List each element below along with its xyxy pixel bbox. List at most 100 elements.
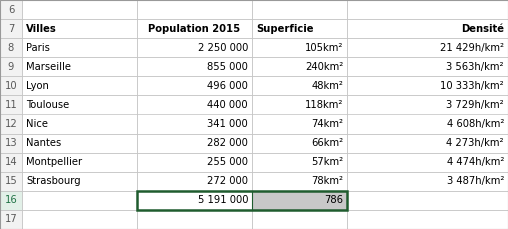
Text: 17: 17 xyxy=(5,214,17,224)
Bar xyxy=(22,95,137,114)
Text: 4 474h/km²: 4 474h/km² xyxy=(447,157,504,167)
Bar xyxy=(22,19,137,38)
Bar xyxy=(252,57,347,76)
Text: 341 000: 341 000 xyxy=(207,119,248,129)
Bar xyxy=(252,114,347,134)
Bar xyxy=(0,210,22,229)
Bar xyxy=(22,210,137,229)
Text: 66km²: 66km² xyxy=(311,138,343,148)
Bar xyxy=(137,114,252,134)
Text: 15: 15 xyxy=(5,176,17,186)
Bar xyxy=(252,76,347,95)
Text: 440 000: 440 000 xyxy=(207,100,248,110)
Text: 74km²: 74km² xyxy=(311,119,343,129)
Bar xyxy=(252,95,347,114)
Text: 282 000: 282 000 xyxy=(207,138,248,148)
Text: 12: 12 xyxy=(5,119,17,129)
Bar xyxy=(137,191,347,210)
Bar xyxy=(0,76,22,95)
Text: 78km²: 78km² xyxy=(311,176,343,186)
Text: 7: 7 xyxy=(8,24,14,34)
Bar xyxy=(347,210,508,229)
Bar xyxy=(252,172,347,191)
Text: 4 608h/km²: 4 608h/km² xyxy=(447,119,504,129)
Text: 786: 786 xyxy=(324,195,343,205)
Bar xyxy=(252,0,347,19)
Bar xyxy=(137,19,252,38)
Bar xyxy=(22,191,137,210)
Bar xyxy=(137,95,252,114)
Text: Montpellier: Montpellier xyxy=(26,157,82,167)
Bar xyxy=(347,114,508,134)
Text: Lyon: Lyon xyxy=(26,81,49,91)
Bar xyxy=(22,57,137,76)
Text: 14: 14 xyxy=(5,157,17,167)
Text: 57km²: 57km² xyxy=(311,157,343,167)
Bar xyxy=(347,153,508,172)
Text: 16: 16 xyxy=(5,195,17,205)
Bar xyxy=(252,191,347,210)
Text: Superficie: Superficie xyxy=(256,24,313,34)
Text: 240km²: 240km² xyxy=(305,62,343,72)
Text: 3 563h/km²: 3 563h/km² xyxy=(447,62,504,72)
Text: 8: 8 xyxy=(8,43,14,53)
Text: 2 250 000: 2 250 000 xyxy=(198,43,248,53)
Bar xyxy=(252,134,347,153)
Text: 3 729h/km²: 3 729h/km² xyxy=(447,100,504,110)
Bar xyxy=(137,134,252,153)
Text: 9: 9 xyxy=(8,62,14,72)
Bar xyxy=(137,191,252,210)
Bar xyxy=(252,38,347,57)
Text: Nantes: Nantes xyxy=(26,138,61,148)
Bar xyxy=(137,0,252,19)
Bar xyxy=(347,95,508,114)
Text: 496 000: 496 000 xyxy=(207,81,248,91)
Text: 6: 6 xyxy=(8,5,14,15)
Bar xyxy=(0,38,22,57)
Bar xyxy=(252,210,347,229)
Bar xyxy=(137,76,252,95)
Text: 21 429h/km²: 21 429h/km² xyxy=(440,43,504,53)
Bar xyxy=(252,191,347,210)
Bar xyxy=(22,0,137,19)
Bar xyxy=(0,57,22,76)
Bar xyxy=(252,153,347,172)
Bar xyxy=(347,134,508,153)
Bar xyxy=(347,19,508,38)
Text: 855 000: 855 000 xyxy=(207,62,248,72)
Bar xyxy=(137,38,252,57)
Bar xyxy=(137,172,252,191)
Text: 11: 11 xyxy=(5,100,17,110)
Text: Toulouse: Toulouse xyxy=(26,100,69,110)
Bar xyxy=(0,19,22,38)
Text: 3 487h/km²: 3 487h/km² xyxy=(447,176,504,186)
Text: 255 000: 255 000 xyxy=(207,157,248,167)
Bar xyxy=(0,172,22,191)
Text: 272 000: 272 000 xyxy=(207,176,248,186)
Bar xyxy=(0,114,22,134)
Bar xyxy=(0,95,22,114)
Bar xyxy=(252,19,347,38)
Bar xyxy=(137,57,252,76)
Text: Paris: Paris xyxy=(26,43,50,53)
Text: 4 273h/km²: 4 273h/km² xyxy=(447,138,504,148)
Text: 10: 10 xyxy=(5,81,17,91)
Text: Nice: Nice xyxy=(26,119,48,129)
Bar xyxy=(347,38,508,57)
Bar xyxy=(0,0,22,19)
Bar xyxy=(347,76,508,95)
Text: Strasbourg: Strasbourg xyxy=(26,176,81,186)
Bar xyxy=(22,172,137,191)
Text: Population 2015: Population 2015 xyxy=(148,24,241,34)
Bar xyxy=(22,38,137,57)
Text: 118km²: 118km² xyxy=(305,100,343,110)
Bar xyxy=(137,153,252,172)
Bar xyxy=(22,114,137,134)
Text: Villes: Villes xyxy=(26,24,57,34)
Text: 48km²: 48km² xyxy=(311,81,343,91)
Bar xyxy=(22,153,137,172)
Bar xyxy=(22,76,137,95)
Text: Densité: Densité xyxy=(461,24,504,34)
Text: 10 333h/km²: 10 333h/km² xyxy=(440,81,504,91)
Bar xyxy=(347,0,508,19)
